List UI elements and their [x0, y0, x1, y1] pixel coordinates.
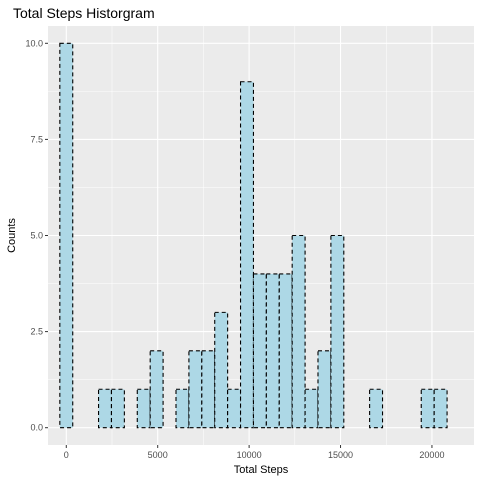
bars: [59, 42, 448, 429]
histogram-bar: [149, 350, 164, 429]
histogram-bar: [330, 234, 345, 429]
x-axis-label: Total Steps: [234, 464, 289, 476]
y-tick-label: 7.5: [30, 134, 43, 144]
histogram-bar: [291, 234, 306, 429]
x-tick-label: 0: [64, 450, 69, 460]
y-tick-label: 5.0: [30, 231, 43, 241]
y-tick-label: 2.5: [30, 327, 43, 337]
histogram-bar: [227, 388, 242, 429]
histogram-bar: [136, 388, 151, 429]
x-axis: 0 5000 10000 15000 20000: [64, 445, 444, 460]
histogram-bar: [278, 273, 293, 429]
histogram-bar: [239, 81, 254, 429]
histogram-bar: [265, 273, 280, 429]
x-tick-label: 15000: [328, 450, 353, 460]
histogram-bar: [420, 388, 435, 429]
histogram-bar: [317, 350, 332, 429]
y-tick-label: 0.0: [30, 423, 43, 433]
y-axis: 0.0 2.5 5.0 7.5 10.0: [25, 38, 48, 433]
histogram-bar: [214, 311, 229, 429]
x-tick-label: 5000: [148, 450, 168, 460]
histogram-bar: [433, 388, 448, 429]
histogram-bar: [369, 388, 384, 429]
histogram-bar: [110, 388, 125, 429]
histogram-bar: [201, 350, 216, 429]
chart-title: Total Steps Historgram: [13, 5, 155, 21]
histogram-bar: [304, 388, 319, 429]
y-tick-label: 10.0: [25, 38, 43, 48]
histogram-bar: [252, 273, 267, 429]
x-tick-label: 20000: [419, 450, 444, 460]
x-tick-label: 10000: [237, 450, 262, 460]
y-axis-label: Counts: [6, 218, 18, 253]
histogram-bar: [188, 350, 203, 429]
histogram-bar: [175, 388, 190, 429]
histogram-bar: [98, 388, 113, 429]
histogram-bar: [59, 42, 74, 429]
